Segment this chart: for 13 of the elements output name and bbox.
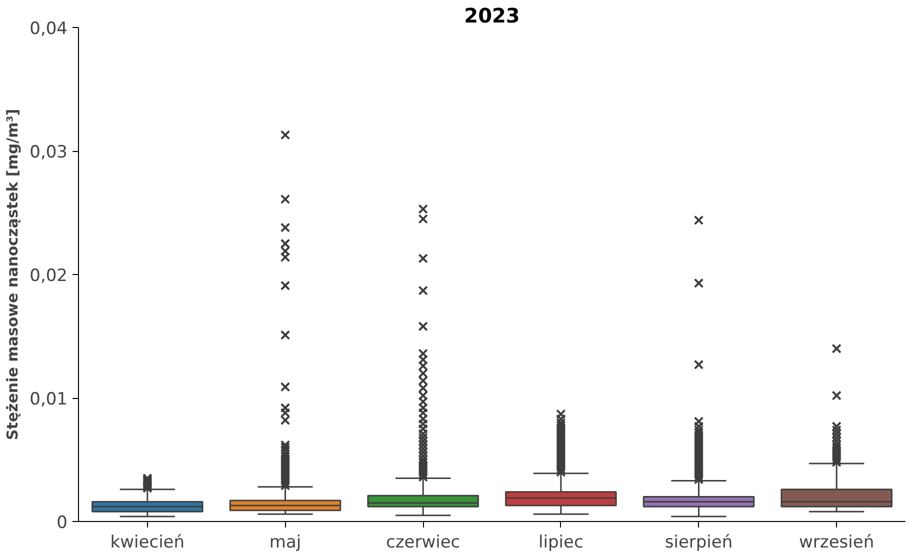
- y-tick-label: 0,04: [30, 19, 68, 39]
- x-tick-label: lipiec: [538, 532, 584, 552]
- x-tick-label: wrzesień: [799, 532, 874, 552]
- y-tick-label: 0,02: [30, 266, 68, 286]
- y-axis-title: Stężenie masowe nanocząstek [mg/m³]: [4, 108, 22, 440]
- y-tick-label: 0,01: [30, 390, 68, 410]
- x-tick-label: czerwiec: [386, 532, 460, 552]
- x-tick-label: maj: [269, 532, 302, 552]
- y-tick-label: 0: [56, 513, 68, 533]
- x-tick-label: sierpień: [664, 532, 733, 552]
- chart-title: 2023: [464, 4, 520, 28]
- x-tick-label: kwiecień: [110, 532, 185, 552]
- y-tick-label: 0,03: [30, 142, 68, 162]
